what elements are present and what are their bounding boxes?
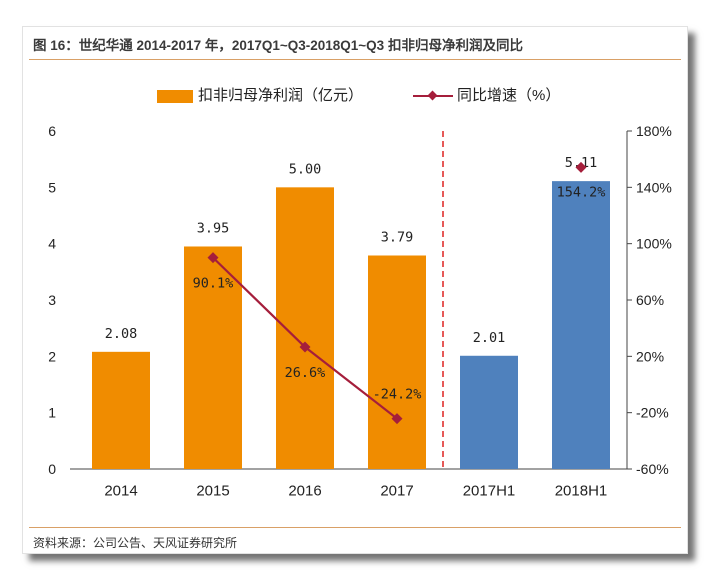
figure-title: 图 16：世纪华通 2014-2017 年，2017Q1~Q3-2018Q1~Q…	[33, 38, 523, 53]
x-tick-label: 2016	[288, 483, 321, 500]
x-tick-label: 2017H1	[463, 483, 516, 500]
growth-point-2018H1	[575, 161, 587, 173]
legend-label-profit: 扣非归母净利润（亿元）	[198, 87, 364, 104]
y-left-tick-label: 0	[48, 461, 56, 477]
bar-2018H1	[552, 181, 610, 470]
growth-point-2017	[391, 413, 403, 425]
y-right-tick-label: -60%	[636, 461, 669, 477]
legend-bar-swatch	[157, 90, 193, 103]
bar-label-2017H1: 2.01	[473, 330, 506, 346]
bar-2017H1	[460, 355, 518, 469]
y-right-tick-label: 60%	[636, 292, 664, 308]
growth-label-2018H1: 154.2%	[557, 184, 606, 200]
y-left-tick-label: 2	[48, 348, 56, 364]
x-tick-label: 2014	[104, 483, 137, 500]
y-right-tick-label: 140%	[636, 179, 672, 195]
figure-source: 资料来源：公司公告、天风证券研究所	[33, 536, 238, 550]
x-tick-label: 2018H1	[555, 483, 608, 500]
x-tick-label: 2017	[380, 483, 413, 500]
bar-label-2017: 3.79	[381, 229, 414, 245]
bar-label-2015: 3.95	[197, 220, 230, 236]
y-right-tick-label: 180%	[636, 123, 672, 139]
y-left-tick-label: 1	[48, 405, 56, 421]
bar-label-2016: 5.00	[289, 161, 322, 177]
y-left-tick-label: 5	[48, 179, 56, 195]
growth-point-2016	[299, 341, 311, 353]
title-divider	[29, 59, 681, 60]
growth-label-2017: -24.2%	[373, 387, 422, 403]
x-tick-label: 2015	[196, 483, 229, 500]
bar-2017	[368, 255, 426, 469]
y-left-tick-label: 6	[48, 123, 56, 139]
bar-label-2014: 2.08	[105, 326, 138, 342]
y-right-tick-label: 20%	[636, 348, 664, 364]
growth-point-2015	[207, 252, 219, 264]
growth-label-2016: 26.6%	[285, 365, 326, 381]
legend-label-growth: 同比增速（%）	[457, 87, 561, 104]
growth-label-2015: 90.1%	[193, 276, 234, 292]
y-right-tick-label: -20%	[636, 405, 669, 421]
y-right-tick-label: 100%	[636, 236, 672, 252]
bar-2014	[92, 351, 150, 469]
y-left-tick-label: 3	[48, 292, 56, 308]
source-divider	[29, 527, 681, 528]
y-left-tick-label: 4	[48, 236, 56, 252]
bar-2015	[184, 246, 242, 469]
